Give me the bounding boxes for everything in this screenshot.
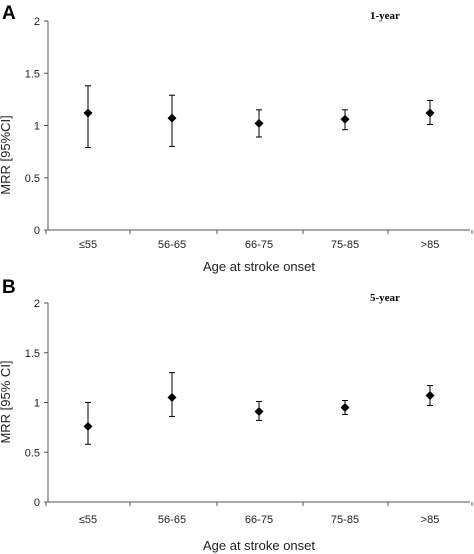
y-tick-label: 1.5 — [25, 348, 40, 360]
panel-a-y-ticks: 0 0.5 1 1.5 2 — [25, 16, 48, 237]
data-point-diamond — [254, 406, 264, 416]
y-tick-label: 2 — [34, 298, 40, 310]
data-point-diamond — [167, 113, 177, 123]
x-tick-label: ≤55 — [79, 239, 97, 251]
x-tick-label: ≤55 — [79, 514, 97, 526]
x-tick-label: 75-85 — [331, 239, 359, 251]
panel-b-x-ticks: ≤55 56-65 66-75 75-85 >85 — [45, 502, 473, 526]
panel-letter-a: A — [2, 3, 16, 24]
y-tick-label: 0.5 — [25, 447, 40, 459]
x-tick-label: 75-85 — [331, 514, 359, 526]
data-point-diamond — [254, 118, 264, 128]
data-point-diamond — [340, 402, 350, 412]
y-tick-label: 0.5 — [25, 173, 40, 185]
data-point-diamond — [340, 114, 350, 124]
x-tick-label: >85 — [421, 514, 440, 526]
data-point-diamond — [167, 393, 177, 403]
x-tick-label: 66-75 — [245, 239, 273, 251]
panel-b-y-ticks: 0 0.5 1 1.5 2 — [25, 298, 48, 509]
x-tick-label: 56-65 — [158, 514, 186, 526]
panel-letter-b: B — [2, 277, 16, 298]
y-tick-label: 1 — [34, 121, 40, 133]
y-tick-label: 0 — [34, 497, 40, 509]
x-tick-label: >85 — [421, 239, 440, 251]
y-tick-label: 0 — [34, 225, 40, 237]
panel-b-marks — [83, 372, 435, 445]
x-tick-label: 66-75 — [245, 514, 273, 526]
panel-b-title: 5-year — [370, 292, 400, 304]
panel-a-marks — [83, 85, 435, 148]
y-tick-label: 2 — [34, 16, 40, 28]
panel-b-y-axis-title: MRR [95% CI] — [0, 360, 13, 443]
data-point-diamond — [425, 108, 435, 118]
panel-b-x-axis-title: Age at stroke onset — [203, 538, 315, 553]
data-point-diamond — [83, 421, 93, 431]
panel-a-x-ticks: ≤55 56-65 66-75 75-85 >85 — [45, 230, 473, 251]
panel-b: B 5-year MRR [95% CI] 0 0.5 1 1.5 2 ≤55 56-65… — [0, 277, 473, 553]
panel-a-x-axis-title: Age at stroke onset — [203, 259, 315, 274]
y-tick-label: 1 — [34, 398, 40, 410]
panel-a-y-axis-title: MRR [95%CI] — [0, 115, 13, 194]
data-point-diamond — [83, 108, 93, 118]
y-tick-label: 1.5 — [25, 68, 40, 80]
data-point-diamond — [425, 391, 435, 401]
x-tick-label: 56-65 — [158, 239, 186, 251]
panel-a: A 1-year MRR [95%CI] 0 0.5 1 1.5 2 ≤55 56-65 6… — [0, 3, 473, 274]
panel-a-title: 1-year — [370, 10, 400, 22]
